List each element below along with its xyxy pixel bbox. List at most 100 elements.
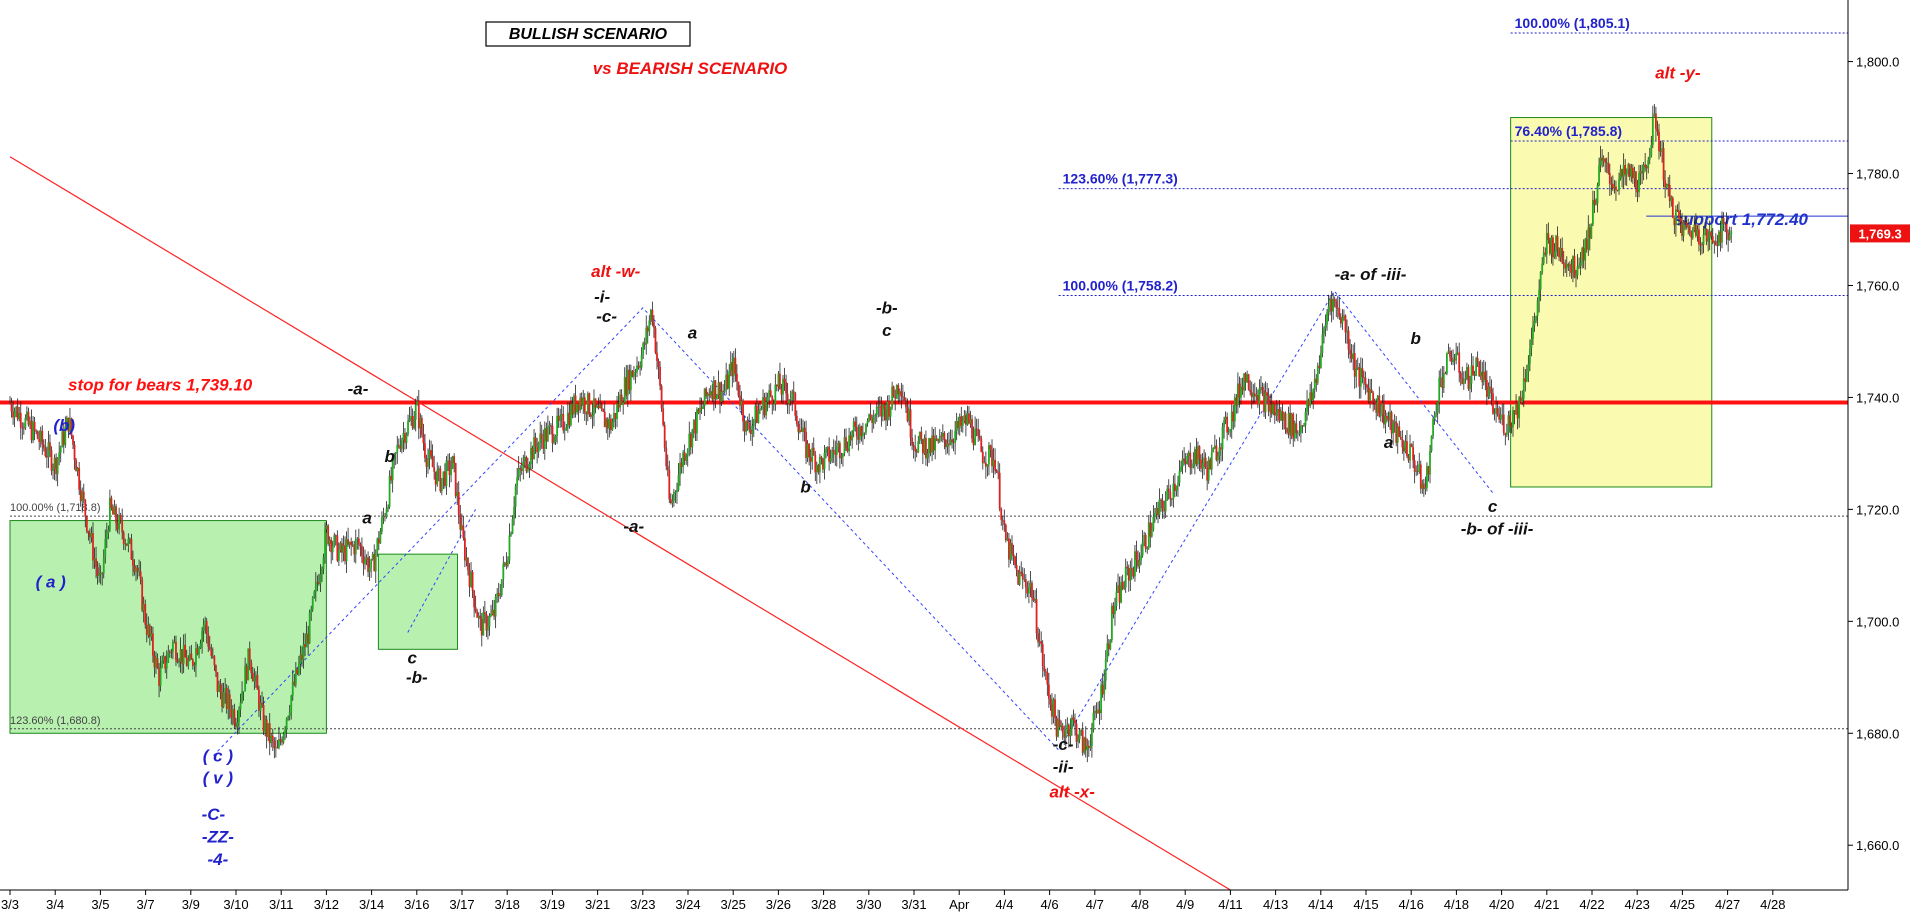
candle-body	[1232, 411, 1235, 422]
candle-body	[1711, 236, 1714, 243]
candle-body	[648, 320, 651, 332]
candle-body	[1662, 148, 1665, 181]
candle-body	[749, 429, 752, 434]
candle-body	[545, 428, 548, 442]
candle-body	[55, 457, 58, 475]
candle-body	[67, 417, 70, 432]
candle-body	[709, 391, 712, 396]
candle-body	[1109, 640, 1112, 650]
candle-body	[1154, 513, 1156, 517]
candle-body	[430, 450, 432, 457]
candle-body	[424, 443, 426, 458]
x-tick-label: 4/13	[1263, 897, 1288, 912]
candle-body	[1572, 256, 1574, 273]
candle-body	[58, 452, 61, 459]
candle-body	[1590, 224, 1593, 239]
x-tick-label: 3/24	[675, 897, 700, 912]
candle-body	[1585, 239, 1588, 250]
candle-body	[1060, 725, 1063, 728]
candle-body	[278, 739, 280, 748]
candle-body	[1578, 265, 1580, 267]
candle-body	[1181, 458, 1184, 467]
candle-body	[917, 440, 920, 453]
candle-body	[723, 390, 726, 392]
x-tick-label: 4/22	[1579, 897, 1604, 912]
candle-body	[1256, 394, 1259, 405]
candle-body	[354, 539, 357, 555]
candle-body	[1012, 553, 1015, 557]
candle-body	[1492, 393, 1494, 414]
candle-body	[765, 401, 768, 416]
candle-body	[1418, 464, 1421, 472]
candle-body	[1212, 447, 1215, 453]
candle-body	[905, 404, 907, 408]
candle-body	[1641, 171, 1643, 174]
candle-body	[1134, 551, 1136, 577]
wave-box	[377, 553, 458, 650]
candle-body	[213, 656, 216, 666]
candle-body	[732, 357, 735, 377]
candle-body	[413, 419, 416, 429]
candle-body	[1264, 392, 1267, 413]
candle-body	[1275, 412, 1278, 416]
candle-body	[499, 594, 502, 597]
candle-body	[759, 409, 761, 411]
candle-body	[459, 514, 462, 530]
candle-body	[236, 722, 239, 727]
candle-body	[339, 543, 342, 551]
candle-body	[519, 468, 522, 470]
candle-body	[1158, 499, 1161, 516]
scenario-title-box	[485, 21, 691, 47]
candle-body	[382, 516, 385, 518]
candle-body	[1020, 571, 1023, 574]
wave-label: b	[384, 447, 394, 466]
x-tick-label: 3/25	[721, 897, 746, 912]
candle-body	[1129, 567, 1132, 581]
candle-body	[1346, 330, 1348, 333]
candle-body	[1684, 222, 1687, 224]
candle-body	[1436, 402, 1439, 413]
candle-body	[737, 381, 740, 396]
candle-body	[1714, 240, 1717, 246]
candle-body	[1642, 164, 1645, 174]
candle-body	[792, 391, 795, 394]
candle-body	[361, 546, 363, 557]
candle-body	[671, 500, 674, 504]
wave-label: -C-	[202, 805, 226, 824]
candle-body	[760, 408, 763, 410]
candle-body	[1098, 709, 1101, 714]
candle-body	[1226, 416, 1229, 433]
candle-body	[1461, 378, 1464, 385]
candle-body	[831, 449, 834, 458]
candle-body	[368, 567, 371, 572]
candle-body	[1363, 377, 1365, 378]
candle-body	[139, 571, 142, 580]
candle-body	[826, 446, 829, 449]
candle-body	[1499, 414, 1502, 420]
candle-body	[782, 378, 784, 395]
candle-body	[473, 590, 476, 608]
candle-body	[1303, 425, 1305, 427]
candle-body	[1409, 443, 1411, 461]
candle-body	[273, 740, 276, 749]
candle-body	[176, 660, 179, 663]
candle-body	[1289, 413, 1292, 436]
candle-body	[1008, 538, 1010, 560]
candle-body	[1250, 392, 1253, 398]
x-tick-label: 4/21	[1534, 897, 1559, 912]
candle-body	[427, 458, 429, 467]
y-tick-label: 1,680.0	[1856, 726, 1899, 741]
candle-body	[869, 414, 872, 419]
candle-body	[1402, 447, 1405, 452]
candle-body	[1530, 339, 1533, 349]
candle-body	[284, 729, 286, 734]
candle-body	[267, 723, 270, 738]
candle-body	[542, 439, 545, 449]
candle-body	[1705, 228, 1708, 242]
candle-body	[447, 460, 449, 462]
candle-body	[1567, 264, 1570, 267]
candle-body	[167, 651, 170, 663]
candle-body	[161, 660, 164, 668]
candle-body	[1656, 128, 1659, 132]
candle-body	[1037, 633, 1040, 643]
